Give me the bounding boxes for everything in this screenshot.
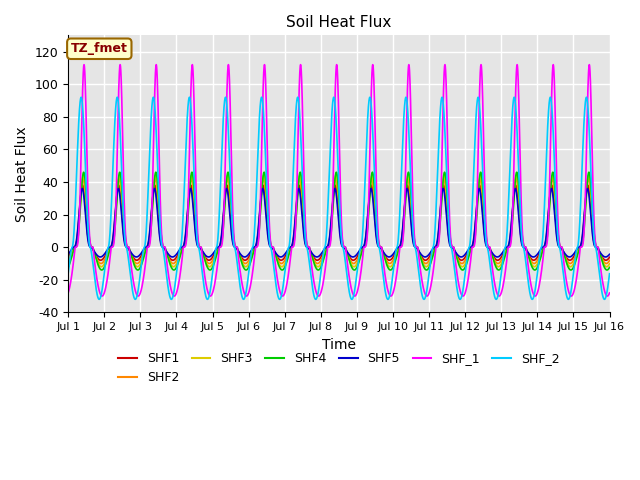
SHF1 (93, 253, 100, 259)
SHF_1 (64, 290, 72, 296)
SHF2 (605, 258, 613, 264)
SHF1 (507, 231, 515, 237)
SHF4 (471, 234, 479, 240)
SHF2 (93, 255, 100, 261)
SHF5 (93, 252, 100, 257)
SHF2 (278, 261, 285, 266)
SHF_2 (64, 271, 72, 276)
SHF2 (410, 238, 418, 244)
Y-axis label: Soil Heat Flux: Soil Heat Flux (15, 126, 29, 222)
SHF_2 (605, 271, 613, 276)
X-axis label: Time: Time (322, 337, 356, 352)
SHF4 (486, 244, 493, 250)
SHF4 (64, 264, 72, 270)
SHF_2 (276, 297, 284, 302)
SHF3 (507, 236, 515, 242)
SHF3 (495, 264, 502, 270)
SHF_2 (486, 259, 493, 265)
SHF_1 (605, 290, 613, 296)
SHF2 (296, 176, 303, 181)
SHF5 (471, 223, 479, 228)
SHF3 (513, 173, 520, 179)
SHF_2 (93, 288, 100, 294)
SHF1 (79, 182, 86, 188)
Line: SHF2: SHF2 (68, 179, 609, 264)
SHF4 (93, 257, 100, 263)
Line: SHF1: SHF1 (68, 185, 609, 260)
SHF4 (499, 260, 507, 265)
SHF3 (64, 261, 72, 267)
SHF1 (499, 251, 507, 257)
SHF_2 (410, 238, 418, 244)
SHF_2 (499, 255, 507, 261)
SHF4 (410, 231, 418, 237)
SHF3 (605, 261, 613, 267)
SHF5 (507, 228, 515, 234)
SHF5 (486, 246, 493, 252)
SHF_1 (405, 62, 413, 68)
Legend: SHF1, SHF2, SHF3, SHF4, SHF5, SHF_1, SHF_2: SHF1, SHF2, SHF3, SHF4, SHF5, SHF_1, SHF… (113, 347, 564, 389)
SHF1 (410, 240, 417, 246)
SHF1 (602, 257, 610, 263)
SHF_1 (93, 273, 100, 279)
SHF3 (486, 245, 493, 251)
SHF3 (410, 235, 417, 240)
Line: SHF_2: SHF_2 (68, 97, 609, 300)
SHF5 (410, 242, 418, 248)
Line: SHF_1: SHF_1 (68, 65, 609, 296)
SHF3 (93, 256, 100, 262)
SHF2 (486, 246, 493, 252)
Title: Soil Heat Flux: Soil Heat Flux (286, 15, 392, 30)
Text: TZ_fmet: TZ_fmet (71, 42, 128, 55)
SHF4 (170, 267, 178, 273)
SHF5 (499, 249, 507, 254)
SHF1 (486, 246, 493, 252)
SHF5 (385, 254, 393, 260)
SHF_1 (486, 244, 493, 250)
SHF1 (64, 254, 72, 260)
SHF_1 (507, 241, 515, 247)
SHF_2 (294, 95, 301, 100)
SHF3 (499, 256, 507, 262)
Line: SHF3: SHF3 (68, 176, 609, 267)
SHF5 (64, 252, 72, 257)
SHF_1 (410, 223, 418, 228)
SHF2 (499, 253, 507, 259)
SHF5 (403, 186, 411, 192)
SHF_2 (471, 133, 479, 139)
SHF_1 (471, 238, 479, 244)
SHF1 (471, 226, 479, 232)
SHF3 (471, 232, 479, 238)
SHF4 (188, 169, 196, 175)
SHF4 (605, 264, 613, 270)
Line: SHF5: SHF5 (68, 189, 609, 257)
SHF1 (605, 254, 613, 260)
SHF_1 (387, 293, 395, 299)
SHF4 (507, 238, 515, 244)
SHF_1 (499, 282, 507, 288)
SHF2 (507, 233, 515, 239)
Line: SHF4: SHF4 (68, 172, 609, 270)
SHF2 (64, 258, 72, 264)
SHF_2 (507, 144, 515, 150)
SHF2 (471, 228, 479, 234)
SHF5 (605, 252, 613, 257)
